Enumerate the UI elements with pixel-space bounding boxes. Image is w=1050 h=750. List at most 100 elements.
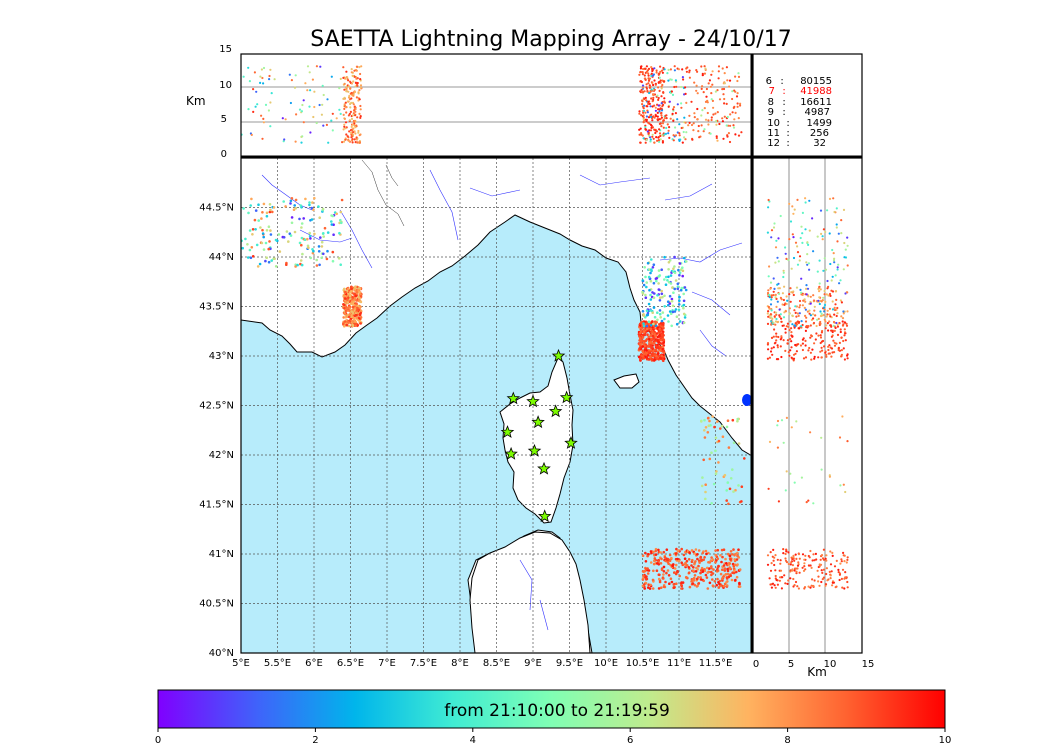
lightning-point: [657, 269, 661, 272]
lightning-point: [647, 569, 651, 572]
lightning-point-altitude: [788, 238, 791, 241]
lightning-point-altitude: [654, 109, 658, 112]
lightning-point-altitude: [269, 68, 272, 71]
lightning-point-altitude: [342, 128, 345, 131]
lightning-point-altitude: [840, 232, 843, 235]
lightning-point: [253, 218, 257, 222]
lightning-point: [675, 582, 678, 585]
lightning-point-altitude: [810, 566, 813, 570]
lightning-point: [717, 581, 720, 584]
lightning-point: [704, 549, 708, 553]
lightning-point-altitude: [832, 324, 835, 327]
lightning-point: [663, 556, 667, 559]
lightning-point-altitude: [811, 313, 815, 316]
lightning-point-altitude: [778, 315, 781, 318]
lightning-point: [721, 568, 724, 571]
lightning-point-altitude: [684, 92, 687, 95]
lightning-point-altitude: [833, 329, 836, 332]
lightning-point: [710, 565, 713, 568]
lightning-point-altitude: [778, 292, 781, 295]
lightning-point-altitude: [816, 270, 819, 273]
lightning-point-altitude: [792, 256, 796, 260]
lightning-point-altitude: [803, 306, 806, 309]
lightning-point-altitude: [795, 321, 798, 324]
lon-tick: 10°E: [594, 658, 618, 669]
lightning-point: [359, 316, 363, 319]
lightning-point-altitude: [646, 111, 650, 114]
lightning-point-altitude: [330, 119, 333, 122]
lightning-point: [273, 257, 276, 261]
lightning-point-altitude: [824, 230, 827, 234]
lightning-point-altitude: [691, 138, 694, 141]
lightning-point-altitude: [736, 92, 739, 95]
lightning-point: [318, 216, 322, 219]
lightning-point: [645, 351, 648, 355]
lightning-point: [246, 243, 249, 246]
lightning-point-altitude: [289, 101, 292, 105]
lightning-point-altitude: [774, 293, 777, 296]
lightning-point: [350, 319, 354, 323]
lightning-point: [738, 585, 742, 588]
lightning-point: [721, 555, 724, 559]
lightning-point: [683, 557, 687, 560]
lightning-point-altitude: [787, 258, 790, 262]
lightning-point: [671, 304, 675, 308]
lightning-point-altitude: [350, 71, 353, 74]
lightning-point-altitude: [652, 96, 655, 99]
lightning-point-altitude: [646, 90, 649, 93]
lightning-point: [661, 325, 664, 329]
lightning-point: [670, 324, 673, 328]
lightning-point-altitude: [670, 78, 673, 81]
lightning-point-altitude: [652, 137, 655, 140]
lightning-point: [675, 547, 678, 551]
lightning-point: [298, 217, 301, 221]
lightning-point: [726, 567, 729, 571]
lightning-point: [705, 552, 708, 556]
lightning-point: [646, 261, 650, 265]
lightning-point-altitude: [680, 126, 683, 130]
lightning-point-altitude: [736, 79, 739, 83]
lightning-point-altitude: [646, 105, 649, 108]
right-tick-10: 10: [824, 659, 837, 670]
lightning-point: [354, 294, 358, 298]
lightning-point-altitude: [766, 563, 770, 566]
lightning-point: [645, 327, 649, 331]
lightning-point-altitude: [784, 349, 787, 352]
lightning-point-altitude: [254, 105, 257, 108]
lightning-point-altitude: [660, 114, 663, 117]
lightning-point-altitude: [838, 436, 842, 439]
lightning-point: [682, 303, 686, 307]
lightning-point-altitude: [651, 133, 654, 136]
lightning-point: [351, 300, 354, 303]
lightning-point-altitude: [722, 87, 726, 91]
lightning-point-altitude: [834, 290, 838, 293]
lightning-point: [721, 435, 725, 439]
lightning-point: [722, 548, 726, 551]
lightning-point-altitude: [672, 108, 675, 111]
lightning-point-altitude: [654, 131, 657, 135]
station-count-label: 9: [768, 107, 774, 118]
lightning-point-altitude: [723, 82, 727, 85]
lightning-point: [311, 201, 314, 204]
lightning-point-altitude: [817, 356, 820, 359]
lightning-point-altitude: [682, 78, 685, 81]
lightning-point-altitude: [830, 570, 833, 573]
lightning-point-altitude: [779, 338, 782, 341]
lightning-point-altitude: [726, 79, 729, 82]
lightning-point-altitude: [791, 233, 794, 236]
lightning-point-altitude: [641, 71, 644, 74]
lightning-point-altitude: [650, 126, 653, 129]
lightning-point-altitude: [767, 310, 770, 313]
lightning-point: [726, 552, 730, 556]
lightning-point: [648, 288, 651, 292]
lightning-point-altitude: [687, 124, 690, 127]
lightning-point-altitude: [833, 210, 836, 214]
lightning-point-altitude: [794, 580, 798, 584]
station-count-label: 6: [766, 76, 772, 87]
lightning-point-altitude: [835, 321, 838, 325]
station-star-icon: [504, 446, 518, 460]
lightning-point-altitude: [262, 117, 265, 120]
lightning-point-altitude: [788, 307, 791, 310]
lightning-point-altitude: [255, 90, 258, 93]
lightning-point: [307, 246, 310, 249]
